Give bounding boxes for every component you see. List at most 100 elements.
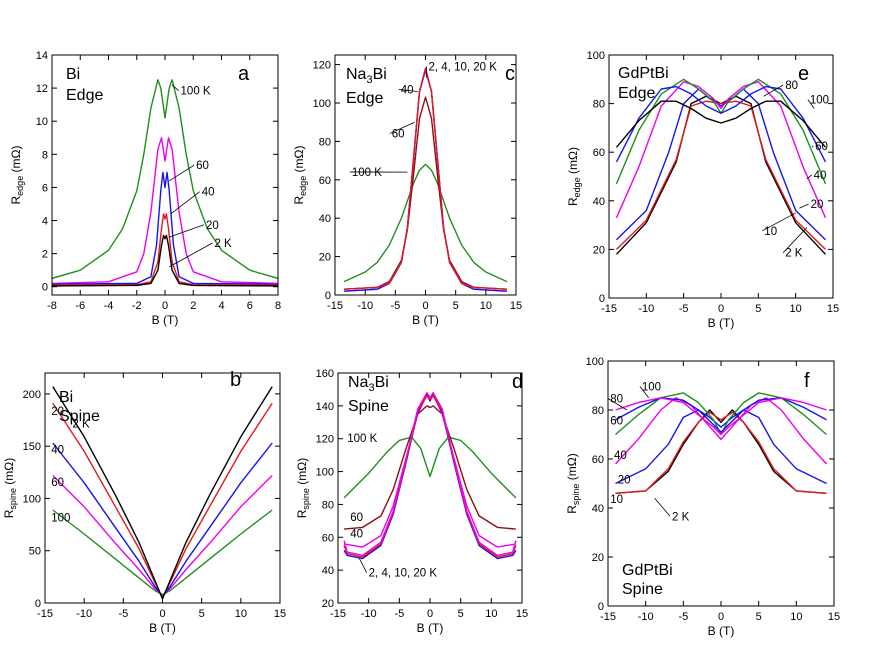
x-tick-label: 15: [828, 611, 840, 623]
y-tick-label: 12: [36, 83, 48, 95]
series-line-7: [615, 397, 827, 436]
x-tick-label: 0: [718, 611, 724, 623]
series-line-5: [52, 234, 278, 287]
x-tick-label: 15: [516, 608, 528, 620]
series-line-2: [344, 405, 516, 530]
label-leader: [762, 212, 796, 232]
series-line-4: [52, 213, 278, 286]
curve-label: 2, 4, 10, 20 K: [429, 61, 498, 73]
y-tick-label: 80: [319, 136, 331, 148]
y-tick-label: 80: [592, 405, 604, 417]
series-line-1: [52, 79, 278, 280]
series-group: [343, 67, 508, 292]
x-tick-label: 10: [485, 608, 497, 620]
y-tick-label: 20: [593, 244, 605, 256]
label-leader: [782, 227, 808, 253]
curve-label: 100 K: [181, 86, 211, 98]
y-tick-label: 40: [319, 213, 331, 225]
x-tick-label: -15: [600, 611, 616, 623]
panel-title-region: Spine: [59, 408, 100, 425]
x-tick-label: 10: [790, 611, 802, 623]
series-line-1: [52, 509, 273, 596]
series-line-4: [52, 402, 273, 599]
panel-letter: e: [798, 63, 809, 85]
y-tick-label: 160: [316, 368, 334, 380]
y-tick-label: 100: [313, 98, 331, 110]
x-tick-label: -15: [330, 608, 346, 620]
series-line-2: [52, 137, 278, 285]
y-tick-label: 8: [42, 149, 48, 161]
panel-title-region: Spine: [622, 581, 663, 598]
panel-title-region: Spine: [348, 398, 389, 415]
x-tick-label: -5: [678, 611, 688, 623]
series-group: [52, 79, 278, 287]
y-tick-label: 40: [322, 565, 334, 577]
panel-title-material: GdPtBi: [618, 65, 669, 82]
curve-label: 40: [814, 170, 827, 182]
panel-title-material: Na3Bi: [346, 66, 387, 86]
label-leader: [359, 558, 368, 573]
y-tick-label: 40: [593, 196, 605, 208]
curve-label: 20: [51, 406, 64, 418]
curve-label: 60: [610, 416, 623, 428]
curve-label: 100 K: [352, 167, 382, 179]
y-tick-label: 10: [36, 116, 48, 128]
y-tick-label: 100: [316, 467, 334, 479]
series-line-4: [343, 393, 517, 560]
series-line-3: [616, 88, 826, 241]
y-axis-title: Rspine (mΩ): [565, 453, 581, 513]
x-tick-label: 15: [827, 303, 839, 315]
label-leader: [811, 145, 814, 148]
x-tick-label: -8: [47, 300, 57, 312]
y-tick-label: 80: [322, 499, 334, 511]
x-tick-label: 6: [247, 300, 253, 312]
label-leader: [806, 174, 812, 180]
x-tick-label: -5: [390, 300, 400, 312]
label-leader: [169, 164, 195, 182]
series-line-3: [615, 409, 827, 485]
curve-label: 100: [810, 95, 829, 107]
x-tick-label: 10: [235, 608, 247, 620]
curve-label: 60: [51, 477, 64, 489]
label-leader: [170, 191, 200, 215]
x-axis-title: B (T): [708, 624, 735, 638]
panel-letter: b: [230, 369, 241, 391]
y-tick-label: 20: [322, 598, 334, 610]
y-tick-label: 60: [592, 454, 604, 466]
x-tick-label: 5: [755, 303, 761, 315]
panel-title-region: Edge: [66, 87, 103, 104]
curve-label: 20: [811, 199, 824, 211]
y-tick-label: 50: [29, 546, 41, 558]
x-tick-label: -10: [357, 300, 373, 312]
curve-label: 10: [764, 226, 777, 238]
y-tick-label: 140: [316, 401, 334, 413]
y-tick-label: 150: [23, 441, 41, 453]
series-line-3: [52, 442, 273, 598]
panel-title-region: Edge: [618, 85, 655, 102]
x-tick-label: 8: [275, 300, 281, 312]
x-tick-label: 15: [274, 608, 286, 620]
label-leader: [608, 398, 628, 411]
panel-letter: f: [804, 370, 810, 392]
x-tick-label: 5: [756, 611, 762, 623]
x-tick-label: -15: [601, 303, 617, 315]
series-line-1: [615, 409, 827, 494]
curve-label: 100: [51, 512, 70, 524]
panel-f: -15 -10 -5 0 5 10 15 0 20 40 60 80 100 B (T) Rspine (m…: [565, 356, 840, 638]
x-tick-label: 2: [190, 300, 196, 312]
curve-label: 60: [392, 129, 405, 141]
label-leader: [799, 203, 809, 209]
x-tick-label: -10: [638, 611, 654, 623]
x-tick-label: -5: [118, 608, 128, 620]
series-group: [52, 386, 273, 600]
series-group: [614, 392, 828, 494]
x-tick-label: 0: [427, 608, 433, 620]
y-tick-label: 0: [42, 282, 48, 294]
x-tick-label: -5: [394, 608, 404, 620]
y-tick-label: 14: [36, 50, 48, 62]
panel-a: -8 -6 -4 -2 0 2 4 6 8 0 2 4 6 8 10 12 14 B (T) Redge (mΩ) B…: [9, 50, 281, 327]
x-tick-label: 0: [422, 300, 428, 312]
series-line-1: [343, 163, 508, 283]
x-tick-label: 5: [458, 608, 464, 620]
